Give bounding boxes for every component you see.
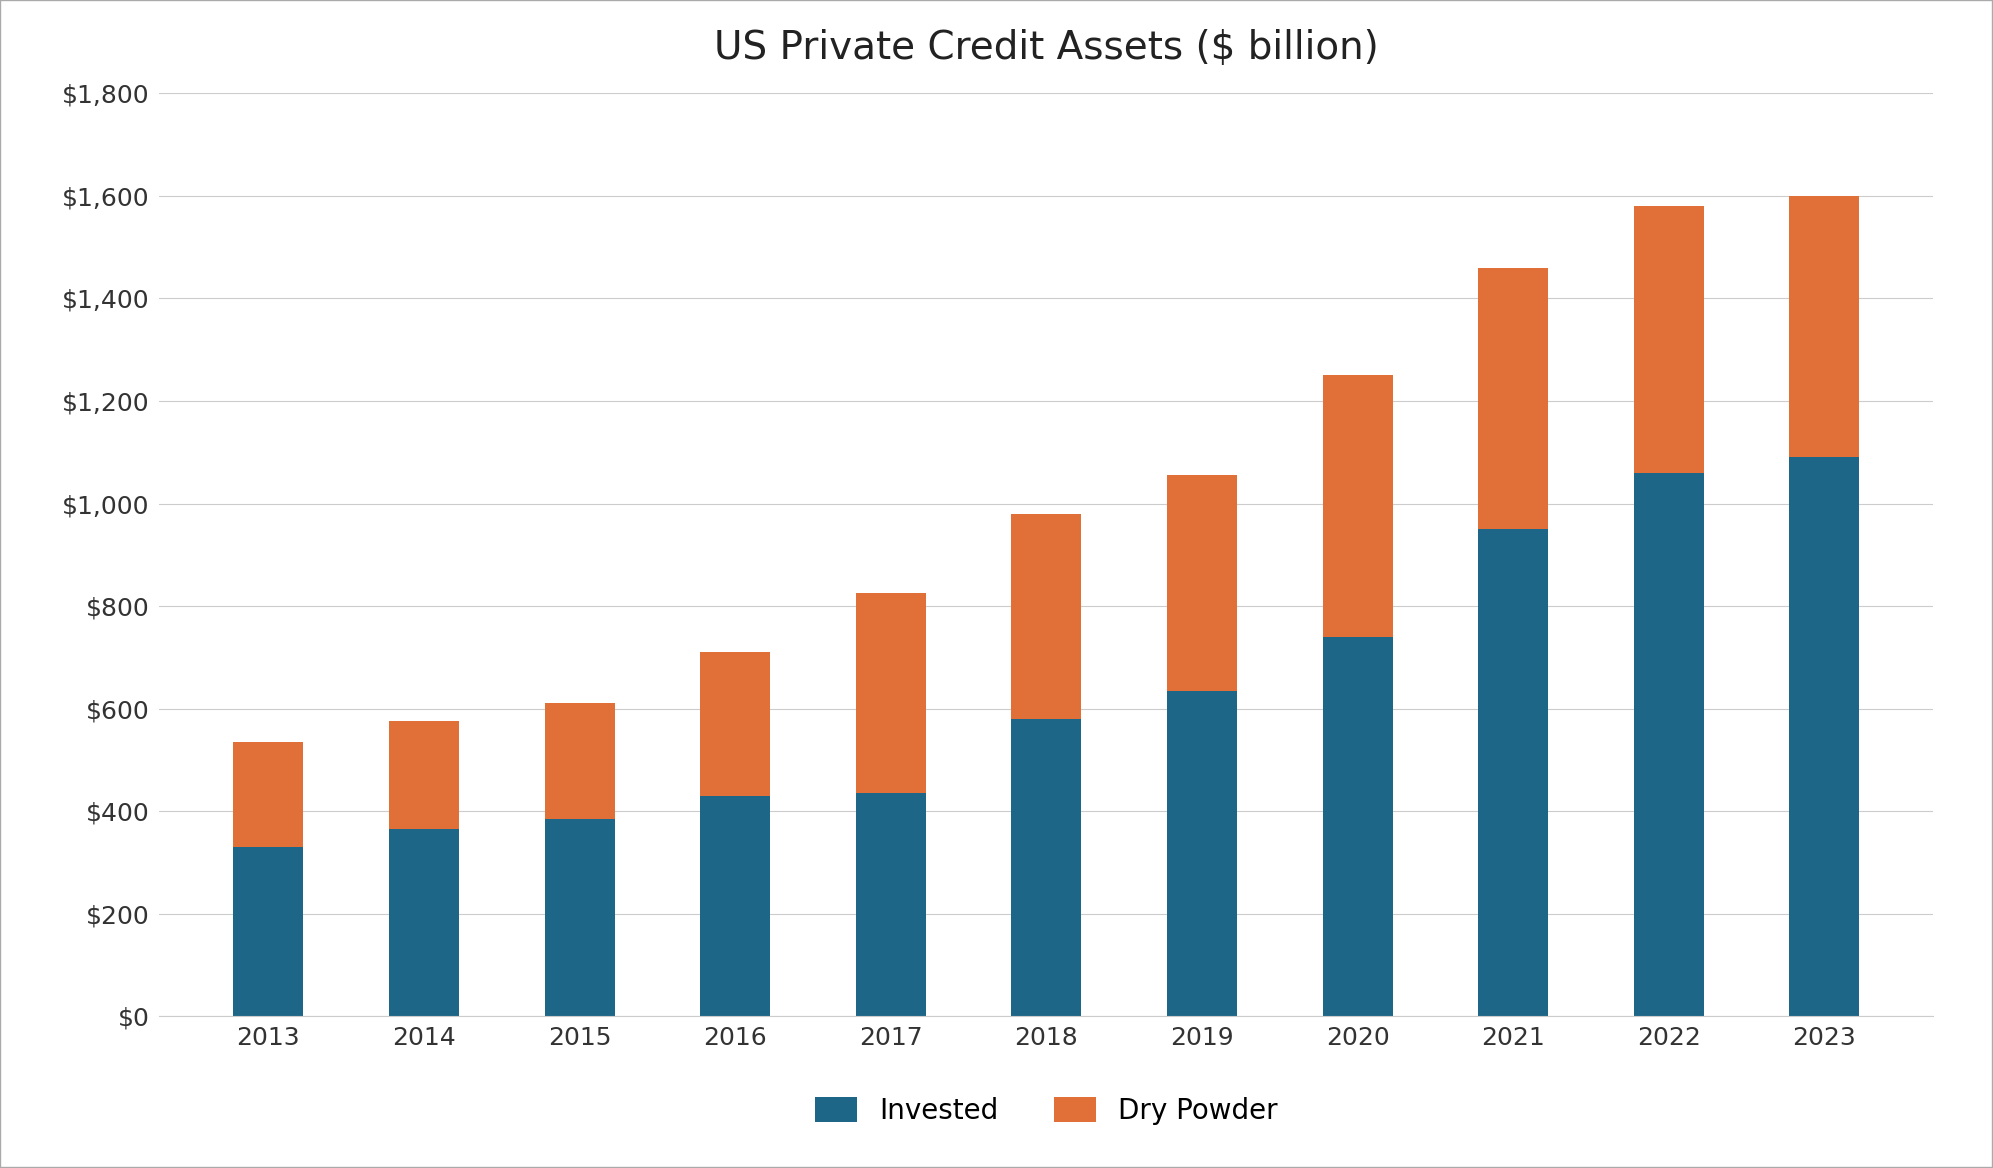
Bar xyxy=(1790,458,1859,1016)
Bar xyxy=(1323,637,1393,1016)
Bar xyxy=(233,847,303,1016)
Bar xyxy=(1010,514,1082,718)
Bar xyxy=(1168,690,1238,1016)
Title: US Private Credit Assets ($ billion): US Private Credit Assets ($ billion) xyxy=(713,29,1379,67)
Bar xyxy=(544,819,614,1016)
Bar xyxy=(1634,207,1704,473)
Bar xyxy=(1479,267,1549,529)
Bar xyxy=(1634,473,1704,1016)
Bar xyxy=(1790,196,1859,458)
Bar xyxy=(1479,529,1549,1016)
Bar xyxy=(544,703,614,819)
Bar xyxy=(1168,475,1238,690)
Bar xyxy=(700,652,769,795)
Bar xyxy=(233,742,303,847)
Bar xyxy=(389,829,458,1016)
Bar xyxy=(1323,375,1393,637)
Bar xyxy=(1010,718,1082,1016)
Bar xyxy=(855,793,925,1016)
Bar xyxy=(700,795,769,1016)
Bar xyxy=(389,722,458,829)
Legend: Invested, Dry Powder: Invested, Dry Powder xyxy=(803,1086,1289,1136)
Bar xyxy=(855,593,925,793)
